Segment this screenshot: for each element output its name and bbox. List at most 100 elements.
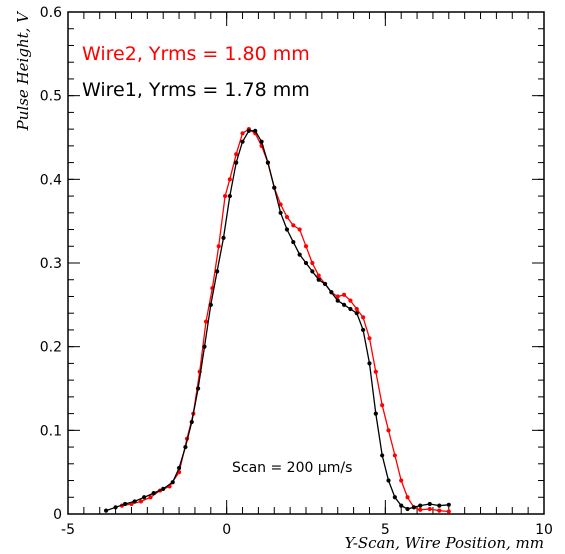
data-point — [284, 227, 290, 232]
data-point — [303, 260, 309, 266]
data-point — [348, 298, 353, 303]
data-point — [373, 411, 378, 416]
data-point — [196, 386, 201, 391]
data-point — [297, 227, 302, 232]
data-point — [227, 193, 232, 199]
data-point — [335, 298, 340, 303]
data-point — [161, 486, 166, 491]
data-point — [316, 277, 321, 282]
x-tick-label: 5 — [381, 522, 390, 538]
y-tick-label: 0.1 — [40, 423, 62, 439]
data-point — [373, 369, 378, 374]
y-tick-label: 0.3 — [40, 256, 62, 272]
data-point — [240, 139, 245, 144]
data-point — [189, 419, 194, 425]
y-tick-label: 0 — [53, 507, 62, 523]
data-point — [246, 128, 251, 133]
legend-entry-wire1: Wire1, Yrms = 1.78 mm — [82, 79, 310, 101]
data-point — [341, 302, 347, 307]
data-point — [380, 453, 385, 458]
data-point — [278, 210, 283, 215]
series-wire1 — [103, 128, 451, 513]
data-point — [310, 269, 315, 274]
data-point — [123, 501, 128, 507]
data-point — [240, 131, 245, 136]
data-point — [208, 302, 213, 307]
series-layer — [103, 127, 451, 514]
data-point — [354, 306, 359, 312]
data-point — [437, 508, 442, 513]
data-point — [221, 235, 226, 240]
data-point — [427, 506, 432, 512]
data-point — [399, 478, 404, 483]
data-point — [265, 160, 271, 165]
data-point — [341, 292, 347, 297]
x-tick-label: 0 — [222, 522, 231, 538]
data-point — [202, 344, 207, 349]
data-point — [386, 428, 391, 433]
scan-speed-annotation: Scan = 200 μm/s — [232, 460, 352, 476]
y-tick-label: 0.2 — [40, 340, 62, 356]
data-point — [297, 252, 302, 257]
data-point — [405, 506, 410, 512]
data-point — [222, 193, 228, 199]
data-point — [446, 502, 451, 507]
data-point — [103, 508, 109, 513]
data-point — [151, 490, 156, 496]
data-point — [354, 311, 359, 316]
data-point — [176, 465, 182, 471]
data-point — [411, 505, 416, 510]
data-point — [310, 260, 315, 266]
y-tick-label: 0.5 — [40, 89, 62, 105]
data-point — [142, 495, 147, 500]
y-tick-label: 0.6 — [40, 5, 62, 21]
data-point — [284, 214, 290, 220]
data-point — [227, 177, 232, 182]
data-point — [253, 128, 258, 133]
data-point — [148, 495, 153, 500]
data-point — [348, 306, 353, 312]
legend-entry-wire2: Wire2, Yrms = 1.80 mm — [82, 43, 310, 65]
data-point — [291, 223, 296, 228]
data-point — [215, 269, 220, 274]
data-point — [291, 239, 296, 245]
data-point — [418, 507, 423, 512]
data-point — [234, 152, 239, 157]
data-point — [113, 505, 118, 510]
data-point — [427, 501, 432, 507]
data-point — [399, 503, 404, 508]
series-line — [121, 128, 449, 513]
data-point — [392, 495, 397, 500]
data-point — [303, 244, 309, 249]
axis-ticks: 00.10.20.30.40.50.6-5 0 5 10 — [40, 5, 553, 538]
data-point — [138, 499, 144, 504]
data-point — [392, 453, 397, 458]
data-point — [437, 503, 442, 508]
data-point — [272, 185, 277, 190]
data-point — [278, 202, 283, 207]
data-point — [316, 273, 321, 278]
data-point — [380, 403, 385, 408]
data-point — [405, 495, 410, 500]
data-point — [335, 294, 340, 299]
data-point — [361, 315, 366, 320]
data-point — [234, 160, 239, 165]
data-point — [322, 281, 328, 287]
data-point — [367, 361, 372, 366]
data-point — [259, 139, 264, 144]
data-point — [367, 336, 372, 341]
x-tick-label: -5 — [61, 522, 75, 538]
data-point — [446, 509, 451, 514]
data-point — [203, 319, 209, 324]
data-point — [329, 290, 334, 295]
data-point — [386, 478, 391, 483]
data-point — [361, 327, 366, 333]
data-point — [170, 480, 175, 485]
data-point — [183, 444, 188, 450]
data-point — [418, 503, 423, 508]
series-wire2 — [119, 127, 451, 514]
data-point — [132, 499, 137, 504]
x-tick-label: 10 — [535, 522, 553, 538]
data-point — [216, 244, 221, 249]
